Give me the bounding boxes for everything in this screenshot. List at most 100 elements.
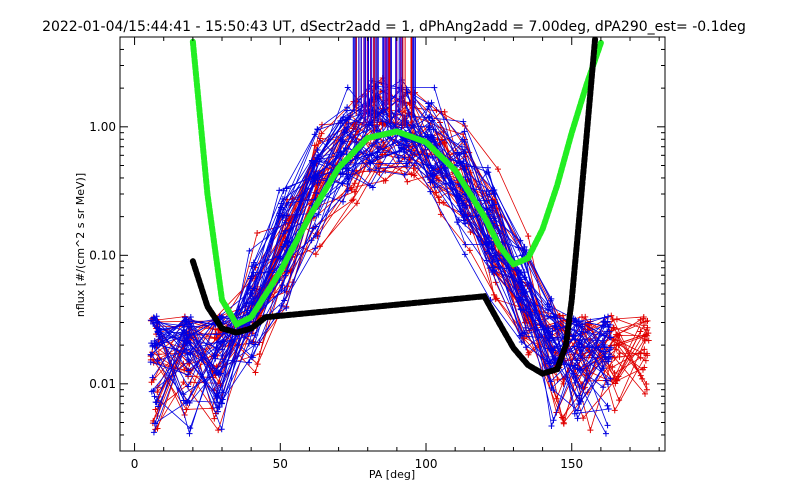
red-profile-line bbox=[157, 137, 643, 416]
blue-plus-marker bbox=[152, 342, 159, 349]
blue-plus-marker bbox=[551, 313, 558, 320]
blue-plus-marker bbox=[520, 247, 527, 254]
red-plus-marker bbox=[587, 427, 594, 434]
blue-plus-marker bbox=[182, 314, 189, 321]
blue-plus-marker bbox=[574, 415, 581, 422]
red-plus-marker bbox=[611, 354, 618, 361]
blue-plus-marker bbox=[247, 275, 254, 282]
blue-plus-marker bbox=[398, 145, 405, 152]
blue-plus-marker bbox=[314, 179, 321, 186]
red-plus-marker bbox=[436, 199, 443, 206]
blue-plus-marker bbox=[341, 129, 348, 136]
red-plus-marker bbox=[494, 166, 501, 173]
red-plus-marker bbox=[643, 386, 650, 393]
red-plus-marker bbox=[411, 172, 418, 179]
green-fit-curve bbox=[189, 38, 604, 329]
blue-plus-marker bbox=[344, 180, 351, 187]
red-plus-marker bbox=[637, 328, 644, 335]
blue-plus-marker bbox=[429, 167, 436, 174]
blue-plus-marker bbox=[487, 206, 494, 213]
blue-plus-marker bbox=[396, 158, 403, 165]
blue-plus-marker bbox=[571, 317, 578, 324]
x-axis-label: PA [deg] bbox=[369, 468, 415, 481]
blue-plus-marker bbox=[399, 136, 406, 143]
blue-plus-marker bbox=[308, 237, 315, 244]
red-plus-marker bbox=[644, 317, 651, 324]
red-plus-marker bbox=[466, 247, 473, 254]
blue-plus-marker bbox=[367, 159, 374, 166]
x-tick-label: 0 bbox=[131, 457, 139, 471]
blue-plus-marker bbox=[551, 356, 558, 363]
blue-plus-marker bbox=[281, 297, 288, 304]
blue-plus-marker bbox=[281, 287, 288, 294]
blue-plus-marker bbox=[156, 333, 163, 340]
blue-plus-marker bbox=[604, 422, 611, 429]
blue-plus-marker bbox=[458, 143, 465, 150]
blue-plus-marker bbox=[219, 396, 226, 403]
blue-plus-marker bbox=[247, 291, 254, 298]
blue-plus-marker bbox=[599, 358, 606, 365]
blue-plus-marker bbox=[280, 187, 287, 194]
red-plus-marker bbox=[614, 331, 621, 338]
blue-plus-marker bbox=[342, 165, 349, 172]
blue-plus-marker bbox=[461, 128, 468, 135]
blue-plus-marker bbox=[515, 244, 522, 251]
blue-plus-marker bbox=[428, 134, 435, 141]
blue-plus-marker bbox=[571, 343, 578, 350]
blue-plus-marker bbox=[454, 162, 461, 169]
blue-plus-marker bbox=[548, 385, 555, 392]
blue-plus-marker bbox=[151, 420, 158, 427]
blue-plus-marker bbox=[606, 321, 613, 328]
blue-plus-marker bbox=[213, 343, 220, 350]
blue-plus-marker bbox=[516, 267, 523, 274]
chart-title: 2022-01-04/15:44:41 - 15:50:43 UT, dSect… bbox=[42, 19, 746, 35]
blue-plus-marker bbox=[185, 383, 192, 390]
blue-plus-marker bbox=[220, 358, 227, 365]
blue-plus-marker bbox=[517, 305, 524, 312]
blue-plus-marker bbox=[578, 328, 585, 335]
blue-plus-marker bbox=[523, 344, 530, 351]
blue-plus-marker bbox=[153, 313, 160, 320]
blue-plus-marker bbox=[606, 328, 613, 335]
blue-plus-marker bbox=[607, 353, 614, 360]
blue-plus-marker bbox=[216, 403, 223, 410]
blue-profile-line bbox=[158, 139, 610, 420]
blue-plus-marker bbox=[605, 405, 612, 412]
plot-area bbox=[147, 37, 652, 437]
blue-plus-marker bbox=[430, 172, 437, 179]
red-plus-marker bbox=[312, 251, 319, 258]
blue-plus-marker bbox=[399, 141, 406, 148]
blue-plus-marker bbox=[218, 400, 225, 407]
blue-plus-marker bbox=[483, 169, 490, 176]
blue-plus-marker bbox=[340, 138, 347, 145]
blue-plus-marker bbox=[571, 327, 578, 333]
blue-plus-marker bbox=[186, 430, 193, 437]
blue-plus-marker bbox=[250, 259, 257, 266]
blue-plus-marker bbox=[578, 340, 585, 347]
blue-plus-marker bbox=[314, 126, 321, 133]
blue-plus-marker bbox=[425, 103, 432, 110]
blue-plus-marker bbox=[149, 317, 156, 324]
blue-plus-marker bbox=[461, 251, 468, 258]
blue-plus-marker bbox=[374, 143, 381, 150]
red-plus-marker bbox=[614, 337, 621, 344]
blue-plus-marker bbox=[280, 211, 287, 218]
red-plus-marker bbox=[148, 379, 155, 386]
blue-plus-marker bbox=[278, 200, 285, 207]
red-plus-marker bbox=[644, 352, 651, 359]
blue-plus-marker bbox=[403, 163, 410, 170]
red-plus-marker bbox=[350, 196, 357, 203]
red-plus-marker bbox=[615, 373, 622, 380]
blue-plus-marker bbox=[602, 430, 609, 437]
blue-plus-marker bbox=[340, 198, 347, 205]
red-plus-marker bbox=[408, 171, 415, 178]
blue-plus-marker bbox=[345, 120, 352, 127]
blue-plus-marker bbox=[425, 114, 432, 121]
blue-plus-marker bbox=[459, 136, 466, 143]
blue-plus-marker bbox=[462, 241, 469, 248]
red-plus-marker bbox=[351, 188, 358, 195]
red-plus-marker bbox=[211, 415, 218, 422]
red-plus-marker bbox=[348, 186, 355, 193]
blue-plus-marker bbox=[316, 158, 323, 165]
blue-plus-marker bbox=[460, 118, 467, 125]
